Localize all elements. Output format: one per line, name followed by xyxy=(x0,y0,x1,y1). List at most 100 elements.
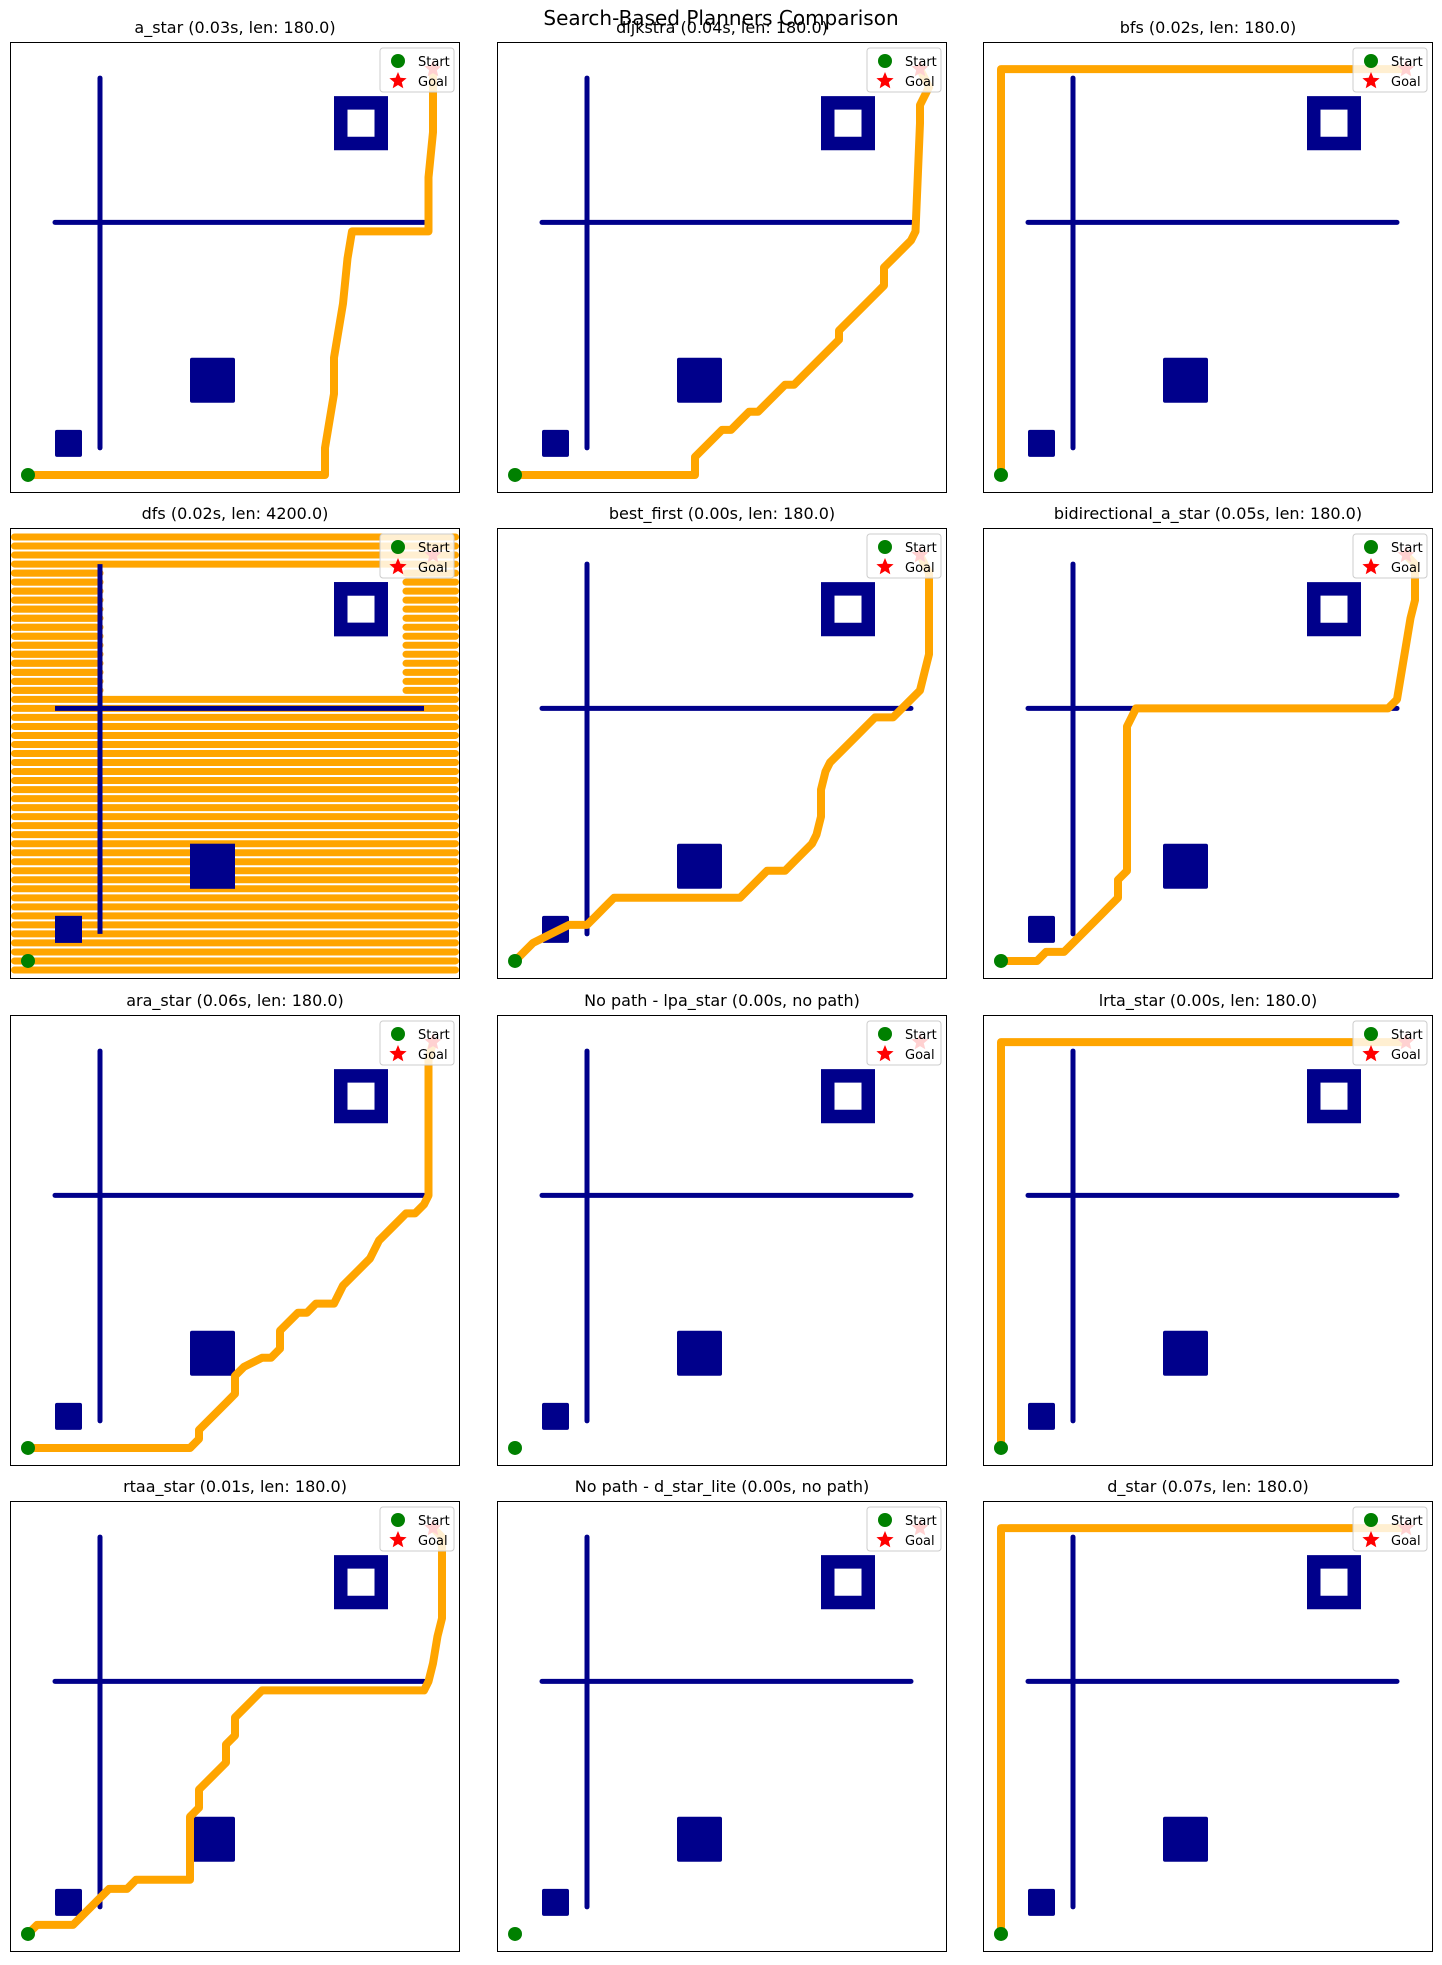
legend-start-label: Start xyxy=(1391,1028,1423,1043)
obstacle-center-block xyxy=(190,357,235,403)
legend-goal-label: Goal xyxy=(905,1048,935,1063)
subplot-2: dijkstra (0.04s, len: 180.0) Start Goal xyxy=(497,18,947,493)
subplot-title: dfs (0.02s, len: 4200.0) xyxy=(142,504,329,523)
obstacle-center-block xyxy=(190,1330,235,1376)
start-marker xyxy=(508,467,522,482)
planned-path xyxy=(511,65,933,479)
subplot-7: ara_star (0.06s, len: 180.0) Start Goal xyxy=(10,991,460,1466)
legend-start-label: Start xyxy=(418,55,450,70)
axes-frame xyxy=(10,1015,460,1466)
obstacle-hollow-square xyxy=(334,1555,388,1610)
legend-goal-icon xyxy=(876,72,894,89)
obstacle-center-block xyxy=(1163,1816,1208,1862)
subplot-title: lrta_star (0.00s, len: 180.0) xyxy=(1099,991,1318,1011)
start-marker xyxy=(508,1440,522,1455)
legend-goal-label: Goal xyxy=(1391,561,1421,576)
legend: Start Goal xyxy=(1352,1020,1428,1066)
planned-path xyxy=(24,1524,446,1938)
legend: Start Goal xyxy=(866,1506,942,1552)
obstacle-center-block xyxy=(190,843,235,889)
axes-frame xyxy=(497,1501,947,1952)
legend: Start Goal xyxy=(1352,1506,1428,1552)
plot-area xyxy=(21,1033,442,1455)
plot-area xyxy=(994,1033,1415,1455)
obstacle-small-block xyxy=(1028,429,1055,457)
legend-goal-label: Goal xyxy=(418,1534,448,1549)
obstacle-hollow-square xyxy=(334,96,388,151)
plot-area xyxy=(508,60,933,482)
axes-frame xyxy=(10,1501,460,1952)
obstacle-hollow-square xyxy=(821,582,875,637)
legend-start-label: Start xyxy=(1391,541,1423,556)
legend-goal-label: Goal xyxy=(905,1534,935,1549)
legend-start-label: Start xyxy=(1391,1514,1423,1529)
obstacle-small-block xyxy=(55,1402,82,1430)
subplot-title: a_star (0.03s, len: 180.0) xyxy=(134,18,335,38)
planned-path xyxy=(997,1524,1410,1938)
legend: Start Goal xyxy=(866,47,942,93)
legend: Start Goal xyxy=(379,47,455,93)
planned-path xyxy=(997,1038,1410,1452)
axes-frame xyxy=(497,1015,947,1466)
path-fill xyxy=(11,533,459,974)
subplot-6: bidirectional_a_star (0.05s, len: 180.0)… xyxy=(983,504,1433,979)
subplot-4: dfs (0.02s, len: 4200.0) Start Goal xyxy=(10,504,460,979)
start-marker xyxy=(21,1926,35,1941)
axes-frame xyxy=(983,1501,1433,1952)
planned-path xyxy=(511,551,933,965)
obstacle-center-block xyxy=(1163,357,1208,403)
subplot-title: bidirectional_a_star (0.05s, len: 180.0) xyxy=(1054,504,1362,524)
obstacle-hollow-square xyxy=(1307,1069,1361,1124)
plot-area xyxy=(11,533,459,974)
obstacle-center-block xyxy=(1163,1330,1208,1376)
subplot-grid: a_star (0.03s, len: 180.0)StartGoaldijks… xyxy=(10,18,1433,1952)
legend-start-icon xyxy=(1364,54,1378,68)
obstacle-hollow-square xyxy=(334,1069,388,1124)
legend: Start Goal xyxy=(379,533,455,579)
start-marker xyxy=(994,953,1008,968)
legend-goal-label: Goal xyxy=(905,75,935,90)
legend-start-icon xyxy=(391,54,405,68)
subplot-title: best_first (0.00s, len: 180.0) xyxy=(609,504,835,524)
plot-area xyxy=(994,60,1415,482)
legend-start-icon xyxy=(391,1027,405,1041)
subplot-title: rtaa_star (0.01s, len: 180.0) xyxy=(123,1477,347,1497)
obstacle-small-block xyxy=(55,915,82,943)
plot-area xyxy=(21,60,442,482)
obstacle-center-block xyxy=(677,357,722,403)
start-marker xyxy=(994,1440,1008,1455)
legend-goal-label: Goal xyxy=(1391,75,1421,90)
subplot-12: d_star (0.07s, len: 180.0) Start Goal xyxy=(983,1477,1433,1952)
legend-goal-label: Goal xyxy=(418,1048,448,1063)
plot-area xyxy=(21,1519,446,1941)
legend-start-label: Start xyxy=(905,1028,937,1043)
subplot-3: bfs (0.02s, len: 180.0) Start Goal xyxy=(983,18,1433,493)
legend-goal-icon xyxy=(389,72,407,89)
legend-goal-icon xyxy=(1362,558,1380,575)
legend-goal-icon xyxy=(876,558,894,575)
legend-start-label: Start xyxy=(418,541,450,556)
start-marker xyxy=(508,953,522,968)
legend-start-label: Start xyxy=(905,55,937,70)
start-marker xyxy=(21,953,35,968)
legend-start-icon xyxy=(1364,540,1378,554)
legend: Start Goal xyxy=(866,1020,942,1066)
obstacle-hollow-square xyxy=(334,582,388,637)
legend: Start Goal xyxy=(379,1020,455,1066)
legend-start-label: Start xyxy=(1391,55,1423,70)
obstacle-small-block xyxy=(1028,1402,1055,1430)
legend: Start Goal xyxy=(379,1506,455,1552)
axes-frame xyxy=(983,42,1433,493)
legend: Start Goal xyxy=(866,533,942,579)
obstacle-center-block xyxy=(677,843,722,889)
plot-area xyxy=(508,546,933,968)
axes-frame xyxy=(10,528,460,979)
obstacle-hollow-square xyxy=(1307,582,1361,637)
axes-frame xyxy=(983,528,1433,979)
start-marker xyxy=(21,467,35,482)
legend-goal-icon xyxy=(389,558,407,575)
obstacle-hollow-square xyxy=(821,96,875,151)
legend-start-label: Start xyxy=(418,1514,450,1529)
subplot-9: lrta_star (0.00s, len: 180.0) Start Goal xyxy=(983,991,1433,1466)
